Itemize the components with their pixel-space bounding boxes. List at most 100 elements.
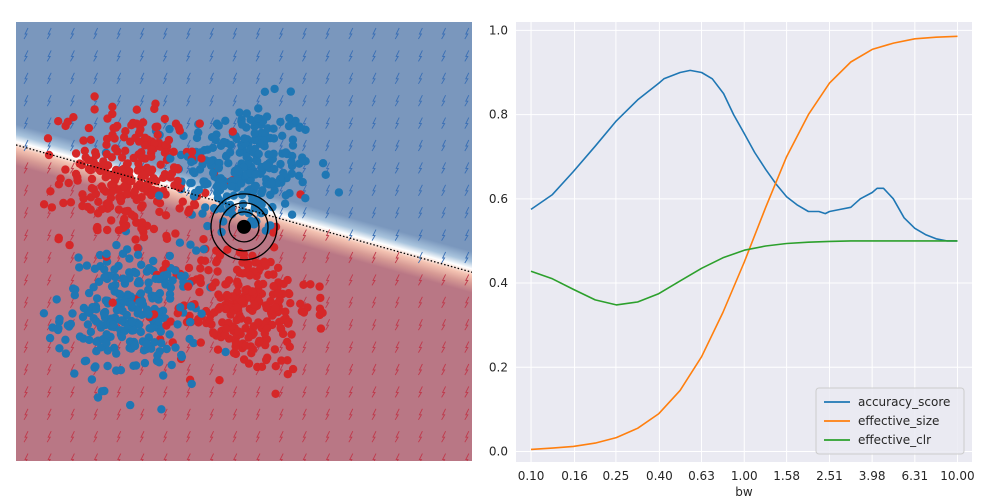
scatter-point	[141, 141, 150, 150]
field-arrow	[371, 430, 377, 443]
scatter-point	[187, 379, 196, 389]
scatter-point	[86, 135, 96, 144]
scatter-point	[231, 337, 240, 347]
scatter-point	[157, 405, 166, 414]
field-arrow	[70, 386, 75, 398]
field-arrow	[371, 206, 377, 219]
scatter-point	[83, 320, 93, 329]
field-arrow	[209, 94, 215, 107]
x-tick-label: 0.16	[561, 469, 588, 483]
scatter-point	[189, 338, 198, 348]
scatter-point	[134, 320, 144, 329]
field-arrow	[278, 27, 284, 40]
scatter-point	[213, 267, 222, 276]
field-arrow	[348, 50, 354, 62]
field-arrow	[302, 50, 307, 62]
field-arrow	[23, 341, 29, 353]
field-arrow	[162, 72, 168, 85]
y-tick-label: 0.8	[489, 108, 508, 122]
decision-surface-plot	[16, 22, 472, 461]
field-arrow	[186, 430, 191, 443]
scatter-point	[174, 123, 183, 132]
scatter-point	[238, 199, 248, 209]
scatter-point	[129, 326, 138, 335]
field-arrow	[209, 408, 215, 421]
scatter-point	[75, 332, 85, 341]
field-arrow	[70, 139, 75, 152]
field-arrow	[209, 117, 215, 129]
field-arrow	[255, 50, 261, 62]
field-arrow	[371, 162, 377, 174]
scatter-point	[45, 333, 55, 343]
scatter-point	[288, 141, 298, 150]
scatter-point	[100, 386, 109, 396]
scatter-point	[125, 254, 134, 263]
field-arrow	[325, 117, 331, 129]
scatter-point	[117, 165, 127, 175]
scatter-point	[120, 214, 129, 224]
field-arrow	[186, 453, 191, 461]
x-tick-label: 0.10	[518, 469, 545, 483]
field-arrow	[418, 162, 423, 174]
scatter-point	[203, 221, 212, 231]
field-arrow	[70, 27, 75, 40]
scatter-point	[152, 176, 161, 186]
field-arrow	[325, 94, 331, 107]
scatter-point	[299, 280, 308, 289]
scatter-point	[254, 318, 263, 327]
scatter-point	[213, 188, 222, 197]
legend-label-accuracy_score: accuracy_score	[858, 395, 950, 409]
field-arrow	[163, 453, 168, 461]
scatter-point	[90, 105, 99, 114]
field-arrow	[464, 251, 470, 264]
scatter-point	[169, 163, 179, 172]
field-arrow	[441, 341, 447, 353]
scatter-point	[153, 351, 162, 360]
scatter-point	[70, 291, 80, 300]
scatter-point	[262, 303, 271, 313]
scatter-point	[285, 289, 294, 299]
scatter-point	[111, 144, 120, 153]
field-arrow	[255, 430, 261, 443]
scatter-point	[68, 309, 77, 318]
scatter-point	[269, 124, 278, 133]
field-arrow	[371, 296, 377, 309]
field-arrow	[418, 139, 423, 152]
field-arrow	[348, 139, 354, 152]
field-arrow	[233, 453, 238, 461]
scatter-point	[87, 375, 97, 384]
field-arrow	[348, 72, 354, 85]
field-arrow	[418, 274, 423, 286]
scatter-point	[261, 259, 270, 268]
field-arrow	[232, 27, 238, 40]
scatter-point	[93, 393, 103, 402]
scatter-point	[168, 276, 177, 285]
x-tick-label: 1.58	[773, 469, 800, 483]
field-arrow	[371, 139, 377, 152]
scatter-point	[251, 170, 260, 179]
scatter-point	[222, 192, 232, 201]
scatter-point	[161, 211, 171, 220]
field-arrow	[302, 363, 307, 376]
scatter-point	[102, 249, 111, 258]
field-arrow	[186, 229, 191, 241]
scatter-point	[282, 337, 292, 347]
field-arrow	[394, 363, 400, 376]
field-arrow	[418, 50, 423, 62]
scatter-point	[281, 148, 290, 157]
field-arrow	[139, 72, 145, 85]
field-arrow	[418, 296, 423, 309]
legend-label-effective_size: effective_size	[858, 414, 939, 428]
scatter-point	[215, 303, 225, 312]
scatter-point	[116, 290, 125, 299]
scatter-point	[287, 210, 297, 219]
field-arrow	[394, 50, 400, 62]
field-arrow	[395, 453, 400, 461]
field-arrow	[209, 27, 215, 40]
field-arrow	[302, 206, 307, 219]
field-arrow	[209, 341, 215, 353]
field-arrow	[325, 453, 331, 461]
field-arrow	[139, 386, 145, 398]
scatter-point	[92, 305, 101, 314]
field-arrow	[23, 296, 29, 309]
